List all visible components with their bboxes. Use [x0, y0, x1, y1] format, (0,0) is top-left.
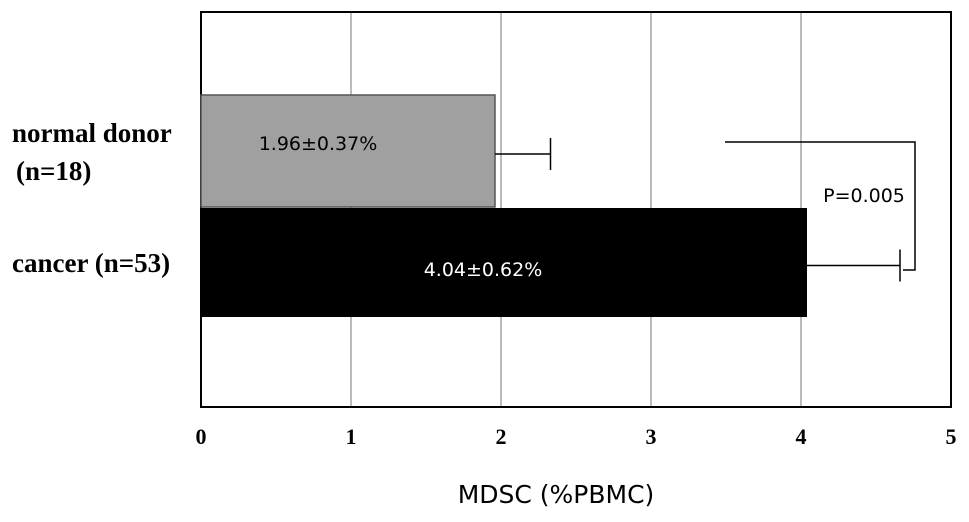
x-tick-label-5: 5	[946, 424, 957, 449]
x-tick-label-0: 0	[196, 424, 207, 449]
significance-label: P=0.005	[823, 185, 905, 207]
x-tick-label-2: 2	[496, 424, 507, 449]
data-label-normal-donor: 1.96±0.37%	[259, 133, 378, 155]
error-bar-normal-donor	[495, 138, 552, 170]
bar-normal-donor	[200, 94, 496, 208]
category-label-normal-donor-line2: (n=18)	[16, 156, 91, 186]
x-tick-label-3: 3	[646, 424, 657, 449]
category-label-normal-donor-line1: normal donor	[12, 118, 172, 148]
category-label-cancer: cancer (n=53)	[12, 248, 170, 278]
error-bar-cancer	[807, 249, 901, 282]
x-tick-labels: 0 1 2 3 4 5	[196, 424, 957, 449]
x-tick-label-4: 4	[796, 424, 807, 449]
x-tick-label-1: 1	[346, 424, 357, 449]
bar-cancer	[201, 208, 807, 317]
category-label-normal-donor: normal donor (n=18)	[12, 118, 178, 186]
data-label-cancer: 4.04±0.62%	[424, 259, 543, 281]
significance-bracket	[725, 141, 916, 271]
x-axis-title: MDSC (%PBMC)	[458, 480, 655, 509]
